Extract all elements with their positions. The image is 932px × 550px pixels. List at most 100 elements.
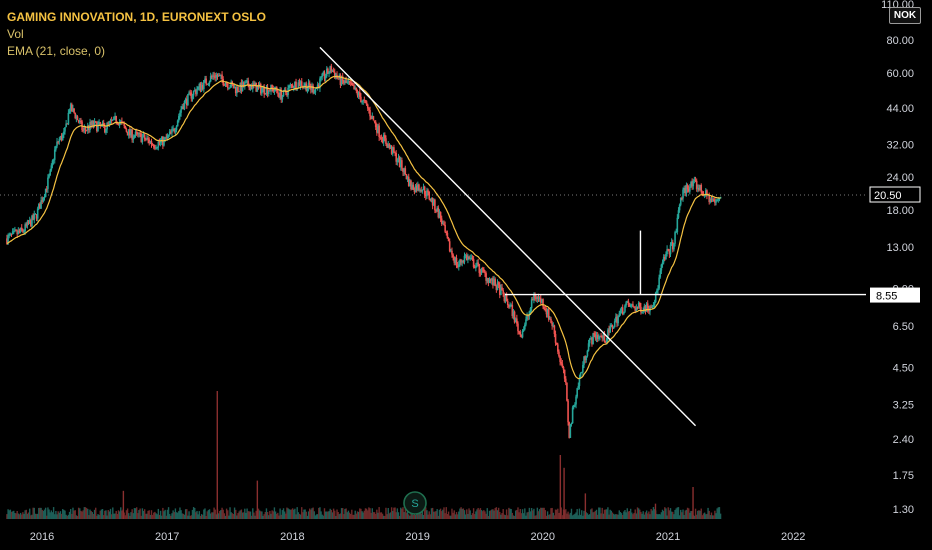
candle-body bbox=[587, 343, 590, 351]
volume-bar bbox=[558, 512, 560, 519]
candle-body bbox=[262, 86, 264, 89]
candle-body bbox=[74, 112, 77, 119]
y-tick-label: 6.50 bbox=[893, 321, 914, 333]
volume-bar bbox=[515, 510, 517, 519]
candle-body bbox=[526, 315, 528, 320]
volume-bar bbox=[702, 513, 705, 519]
volume-bar bbox=[195, 512, 197, 519]
volume-bar bbox=[470, 515, 473, 519]
ema-line bbox=[6, 75, 721, 380]
volume-bar bbox=[258, 510, 261, 519]
candle-body bbox=[48, 175, 50, 178]
volume-bar bbox=[286, 507, 288, 519]
volume-bar bbox=[202, 514, 204, 519]
candle-body bbox=[16, 230, 18, 235]
candle-body bbox=[167, 134, 170, 136]
candle-body bbox=[201, 84, 204, 89]
x-tick-label: 2017 bbox=[155, 531, 179, 543]
volume-bar bbox=[224, 515, 227, 519]
volume-bar bbox=[314, 515, 317, 519]
candle-body bbox=[439, 211, 442, 219]
candle-body bbox=[650, 306, 652, 308]
candle-body bbox=[377, 125, 379, 133]
candle-body bbox=[101, 122, 104, 125]
volume-bar bbox=[468, 508, 470, 519]
y-tick-label: 2.40 bbox=[893, 434, 914, 446]
volume-bar bbox=[332, 508, 335, 519]
candle-body bbox=[413, 189, 416, 192]
volume-bar bbox=[31, 514, 33, 519]
candle-body bbox=[382, 134, 385, 143]
volume-bar bbox=[450, 515, 452, 519]
volume-bar bbox=[43, 509, 46, 519]
volume-bar bbox=[581, 510, 583, 519]
candle-body bbox=[363, 99, 366, 101]
volume-bar bbox=[446, 514, 449, 519]
volume-label[interactable]: Vol bbox=[7, 27, 24, 41]
volume-bar bbox=[55, 510, 57, 519]
candle-body bbox=[620, 307, 623, 311]
candle-body bbox=[603, 333, 606, 343]
candle-body bbox=[312, 85, 314, 93]
volume-bar bbox=[714, 510, 716, 519]
volume-bar bbox=[240, 509, 243, 519]
volume-bar bbox=[395, 512, 397, 519]
candle-body bbox=[318, 84, 320, 89]
candle-body bbox=[717, 199, 720, 201]
candle-body bbox=[24, 224, 26, 232]
candle-body bbox=[708, 194, 711, 203]
volume-bar bbox=[131, 509, 133, 519]
candle-body bbox=[246, 80, 248, 83]
volume-bar bbox=[47, 507, 49, 519]
volume-bar bbox=[324, 511, 327, 519]
volume-bar bbox=[604, 509, 607, 519]
volume-bar bbox=[710, 512, 713, 519]
candle-body bbox=[458, 264, 460, 267]
volume-bar bbox=[700, 508, 702, 519]
volume-bar bbox=[79, 508, 81, 519]
candle-body bbox=[255, 82, 258, 92]
volume-bar bbox=[87, 508, 89, 519]
candle-body bbox=[394, 152, 396, 154]
candle-body bbox=[86, 125, 89, 131]
volume-bar bbox=[478, 509, 480, 519]
volume-bar bbox=[409, 515, 411, 519]
volume-bar bbox=[99, 510, 101, 519]
series-marker[interactable]: S bbox=[403, 491, 427, 515]
volume-bar bbox=[591, 508, 593, 519]
candle-body bbox=[712, 199, 715, 202]
candle-body bbox=[288, 85, 291, 88]
candle-body bbox=[118, 122, 121, 126]
volume-bar bbox=[477, 507, 479, 519]
candle-body bbox=[332, 70, 335, 73]
volume-bar bbox=[469, 510, 471, 519]
candle-body bbox=[61, 134, 64, 141]
volume-bar bbox=[462, 508, 465, 519]
candle-body bbox=[139, 132, 141, 134]
candle-body bbox=[451, 250, 453, 255]
volume-bar bbox=[223, 513, 226, 519]
downtrend-line[interactable] bbox=[319, 46, 697, 427]
candle-body bbox=[324, 75, 327, 79]
volume-bar bbox=[343, 514, 345, 519]
candle-body bbox=[259, 84, 262, 94]
volume-bar bbox=[174, 508, 177, 519]
candle-body bbox=[659, 270, 662, 278]
volume-bar bbox=[137, 513, 139, 519]
candle-body bbox=[147, 137, 149, 140]
volume-bar bbox=[502, 509, 504, 519]
ema-label[interactable]: EMA (21, close, 0) bbox=[7, 44, 106, 58]
symbol-title[interactable]: GAMING INNOVATION, 1D, EURONEXT OSLO bbox=[7, 10, 266, 24]
volume-bar bbox=[639, 509, 641, 519]
candle-body bbox=[329, 66, 331, 73]
candle-body bbox=[80, 121, 82, 122]
candle-body bbox=[407, 176, 410, 186]
candle-body bbox=[488, 279, 491, 283]
candle-body bbox=[398, 157, 401, 168]
currency-badge[interactable]: NOK bbox=[889, 7, 921, 24]
volume-bar bbox=[246, 508, 248, 519]
volume-bar bbox=[553, 515, 556, 519]
volume-bar bbox=[228, 515, 230, 519]
candle-body bbox=[152, 144, 155, 148]
